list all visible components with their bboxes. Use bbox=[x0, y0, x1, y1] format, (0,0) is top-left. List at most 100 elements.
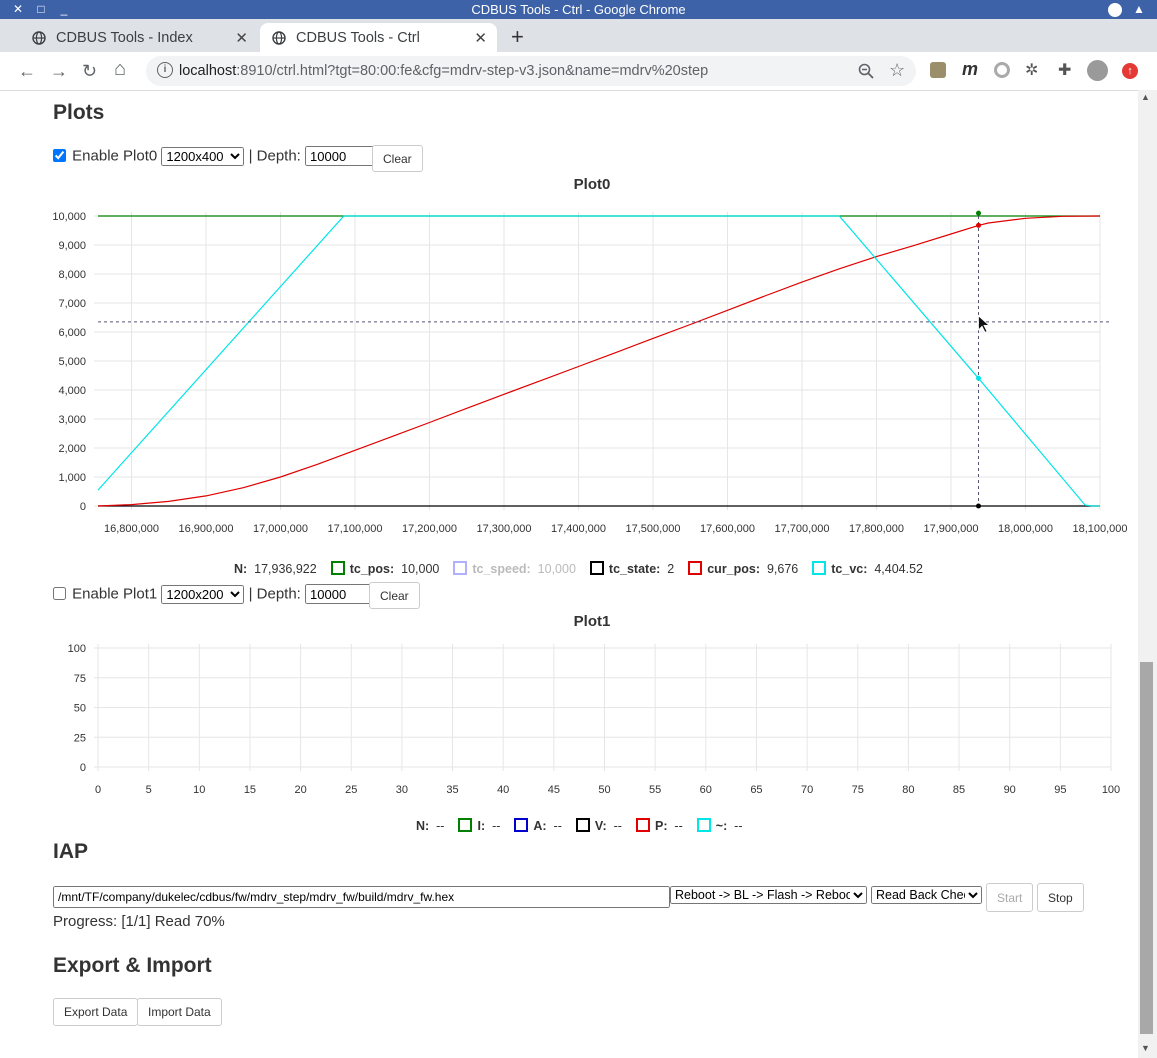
site-info-icon[interactable]: i bbox=[157, 62, 173, 78]
x-tick-label: 17,700,000 bbox=[774, 523, 829, 535]
legend-swatch bbox=[688, 561, 703, 575]
legend-series-name: cur_pos: bbox=[707, 562, 761, 576]
window-title: CDBUS Tools - Ctrl - Google Chrome bbox=[471, 2, 686, 17]
extension-icon[interactable] bbox=[930, 62, 946, 78]
x-tick-label: 16,800,000 bbox=[104, 523, 159, 535]
extension-m-icon[interactable]: m bbox=[962, 59, 979, 79]
mouse-pointer-icon bbox=[978, 314, 991, 333]
iap-file-path-input[interactable] bbox=[53, 886, 670, 908]
plot0-size-select[interactable]: 1200x400 bbox=[161, 146, 245, 166]
plot1-legend-item[interactable]: ~: -- bbox=[696, 818, 743, 833]
new-tab-plus-icon[interactable]: + bbox=[511, 24, 524, 49]
legend-swatch bbox=[812, 561, 827, 575]
forward-arrow-icon[interactable]: → bbox=[50, 61, 68, 81]
plot0-legend-item[interactable]: tc_pos: 10,000 bbox=[330, 561, 439, 576]
plot1-chart[interactable]: 0 5 10 15 20 25 30 35 40 45 50 55 60 65 70 75 80 85 90 95 10… bbox=[40, 638, 1140, 798]
y-tick-label: 0 bbox=[80, 762, 86, 774]
titlebar-up-arrow-icon[interactable]: ▲ bbox=[1133, 2, 1145, 16]
y-tick-label: 4,000 bbox=[58, 385, 86, 397]
plot0-chart[interactable]: 16,800,000 16,900,000 17,000,000 17,100,000… bbox=[40, 200, 1140, 545]
legend-series-value: -- bbox=[606, 819, 622, 833]
plot1-title: Plot1 bbox=[573, 613, 611, 630]
series-cur_pos bbox=[97, 215, 1101, 507]
plot0-legend-item[interactable]: tc_state: 2 bbox=[589, 561, 675, 576]
plot0-enable-checkbox[interactable] bbox=[53, 148, 66, 162]
legend-swatch bbox=[635, 818, 650, 832]
plot1-legend-item: N: -- bbox=[416, 819, 444, 833]
tab-ctrl-label: CDBUS Tools - Ctrl bbox=[296, 30, 420, 46]
x-tick-label: 30 bbox=[396, 784, 408, 796]
plot1-legend-item[interactable]: A: -- bbox=[514, 818, 562, 833]
x-tick-label: 16,900,000 bbox=[178, 523, 233, 535]
scrollbar-thumb[interactable] bbox=[1140, 662, 1153, 1034]
export-data-button[interactable]: Export Data bbox=[53, 998, 139, 1026]
x-tick-label: 95 bbox=[1054, 784, 1066, 796]
y-tick-label: 0 bbox=[80, 501, 86, 513]
iap-check-select[interactable]: Read Back Check bbox=[871, 886, 982, 904]
export-import-heading: Export & Import bbox=[53, 954, 212, 977]
x-tick-label: 20 bbox=[294, 784, 306, 796]
x-tick-label: 15 bbox=[244, 784, 256, 796]
x-tick-label: 85 bbox=[953, 784, 965, 796]
update-icon[interactable]: ↑ bbox=[1122, 63, 1138, 79]
plot1-enable-checkbox[interactable] bbox=[53, 586, 66, 600]
tab-ctrl[interactable]: CDBUS Tools - Ctrl ✕ bbox=[260, 23, 497, 52]
scroll-up-arrow-icon[interactable]: ▲ bbox=[1141, 92, 1150, 102]
zoom-out-icon[interactable] bbox=[858, 63, 874, 79]
x-tick-label: 40 bbox=[497, 784, 509, 796]
x-tick-label: 17,400,000 bbox=[551, 523, 606, 535]
minimize-window-icon[interactable]: _ bbox=[60, 2, 68, 16]
extension-bug-icon[interactable]: ✲ bbox=[1025, 62, 1039, 79]
extensions-puzzle-icon[interactable]: ✚ bbox=[1058, 62, 1072, 79]
scroll-down-arrow-icon[interactable]: ▼ bbox=[1141, 1043, 1150, 1053]
plot1-legend-item[interactable]: P: -- bbox=[635, 818, 683, 833]
plot1-depth-input[interactable] bbox=[305, 584, 385, 604]
x-tick-label: 17,800,000 bbox=[849, 523, 904, 535]
legend-swatch bbox=[514, 818, 529, 832]
x-tick-label: 17,000,000 bbox=[253, 523, 308, 535]
tab-index[interactable]: CDBUS Tools - Index ✕ bbox=[20, 23, 258, 52]
maximize-window-icon[interactable]: □ bbox=[37, 2, 45, 16]
x-tick-label: 70 bbox=[801, 784, 813, 796]
plot0-controls: Enable Plot0 1200x400 | Depth: bbox=[53, 146, 385, 166]
legend-series-value: 2 bbox=[660, 562, 675, 576]
close-tab-icon[interactable]: ✕ bbox=[474, 30, 487, 47]
x-tick-label: 17,600,000 bbox=[700, 523, 755, 535]
y-tick-label: 6,000 bbox=[58, 327, 86, 339]
plot1-legend-item[interactable]: V: -- bbox=[575, 818, 622, 833]
x-tick-label: 80 bbox=[902, 784, 914, 796]
plot0-legend-item[interactable]: tc_speed: 10,000 bbox=[453, 561, 576, 576]
profile-avatar[interactable] bbox=[1087, 60, 1108, 81]
cursor-marker-cur_pos bbox=[976, 222, 982, 228]
x-tick-label: 18,000,000 bbox=[998, 523, 1053, 535]
reload-icon[interactable]: ↻ bbox=[82, 61, 98, 81]
close-window-icon[interactable]: ✕ bbox=[12, 2, 24, 16]
iap-mode-select[interactable]: Reboot -> BL -> Flash -> Reboot bbox=[670, 886, 867, 904]
plot1-enable-label: Enable Plot1 bbox=[72, 585, 158, 603]
import-data-button[interactable]: Import Data bbox=[137, 998, 222, 1026]
plot0-legend-item[interactable]: cur_pos: 9,676 bbox=[688, 561, 798, 576]
back-arrow-icon[interactable]: ← bbox=[18, 61, 36, 81]
iap-stop-button[interactable]: Stop bbox=[1037, 883, 1084, 912]
y-tick-label: 9,000 bbox=[58, 240, 86, 252]
extension-circle-icon[interactable] bbox=[994, 62, 1010, 78]
legend-swatch bbox=[589, 561, 604, 575]
plot0-legend-item: N: 17,936,922 bbox=[234, 562, 317, 576]
y-tick-label: 5,000 bbox=[58, 356, 86, 368]
close-tab-icon[interactable]: ✕ bbox=[235, 30, 248, 47]
plot0-legend: N: 17,936,922 tc_pos: 10,000 tc_speed: 10,… bbox=[234, 561, 937, 576]
plot0-depth-input[interactable] bbox=[305, 146, 385, 166]
bookmark-star-icon[interactable]: ☆ bbox=[889, 60, 906, 80]
plot0-clear-button[interactable]: Clear bbox=[372, 145, 423, 172]
home-icon[interactable]: ⌂ bbox=[114, 58, 127, 80]
plot1-legend-item[interactable]: I: -- bbox=[458, 818, 500, 833]
plot0-legend-item[interactable]: tc_vc: 4,404.52 bbox=[812, 561, 923, 576]
iap-start-button[interactable]: Start bbox=[986, 883, 1034, 912]
plot1-size-select[interactable]: 1200x200 bbox=[161, 584, 245, 604]
iap-progress-text: Progress: [1/1] Read 70% bbox=[53, 913, 225, 930]
legend-series-value: 10,000 bbox=[530, 562, 576, 576]
address-bar[interactable] bbox=[146, 56, 916, 86]
plot1-clear-button[interactable]: Clear bbox=[369, 582, 420, 609]
y-tick-label: 10,000 bbox=[52, 211, 86, 223]
y-tick-label: 50 bbox=[74, 703, 86, 715]
